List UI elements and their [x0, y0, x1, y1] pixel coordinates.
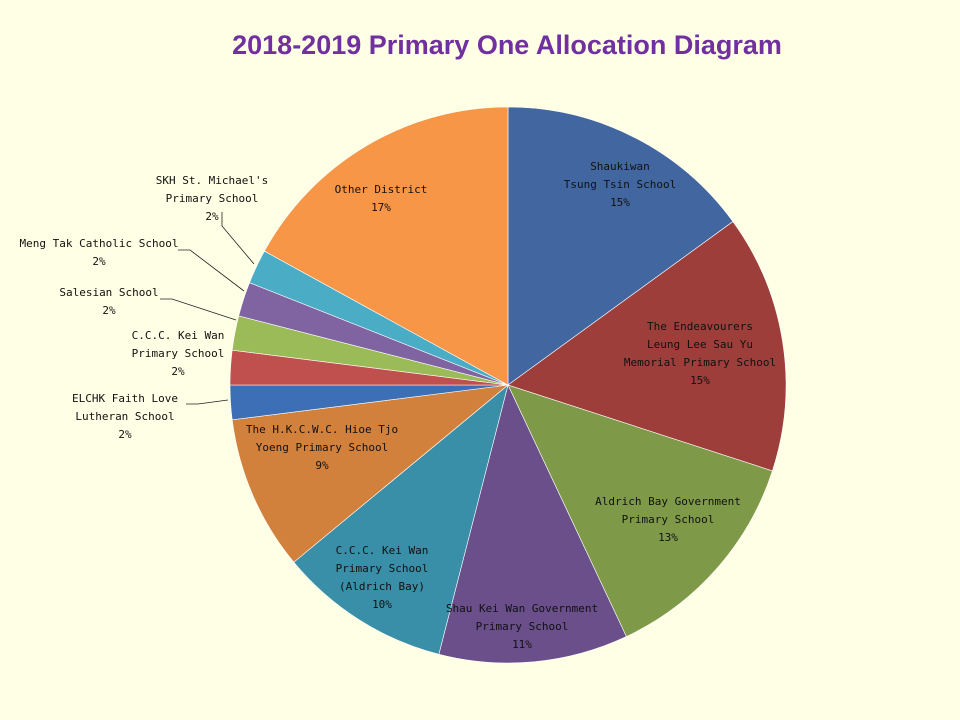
callout-leader-line: [160, 298, 237, 321]
slice-label: Shaukiwan Tsung Tsin School 15%: [564, 160, 677, 209]
chart-title: 2018-2019 Primary One Allocation Diagram: [232, 30, 782, 60]
slice-label: Meng Tak Catholic School 2%: [20, 237, 179, 268]
slice-label: C.C.C. Kei Wan Primary School (Aldrich Bay…: [336, 544, 429, 611]
slice-label: SKH St. Michael's Primary School 2%: [156, 174, 269, 223]
pie-slice: [507, 384, 773, 637]
pie-slice: [438, 384, 627, 664]
pie-slice: [507, 221, 787, 472]
pie-slice: [293, 384, 509, 655]
slice-label: ELCHK Faith Love Lutheran School 2%: [72, 392, 178, 441]
slice-label: Other District 17%: [335, 183, 428, 214]
pie-slice: [231, 384, 509, 563]
pie-slice: [507, 106, 734, 386]
callout-leader-line: [221, 212, 255, 265]
slice-label: The Endeavourers Leung Lee Sau Yu Memorial…: [624, 320, 776, 387]
slice-label: The H.K.C.W.C. Hioe Tjo Yoeng Primary Sch…: [246, 423, 398, 472]
callout-leader-line: [186, 399, 229, 405]
slice-label: Shau Kei Wan Government Primary School 11%: [446, 602, 598, 651]
callout-leader-line: [178, 249, 245, 292]
slice-label: Aldrich Bay Government Primary School 13%: [595, 495, 741, 544]
slice-label: Salesian School 2%: [59, 286, 158, 317]
slice-label: C.C.C. Kei Wan Primary School 2%: [132, 329, 225, 378]
pie-slice: [263, 106, 509, 386]
